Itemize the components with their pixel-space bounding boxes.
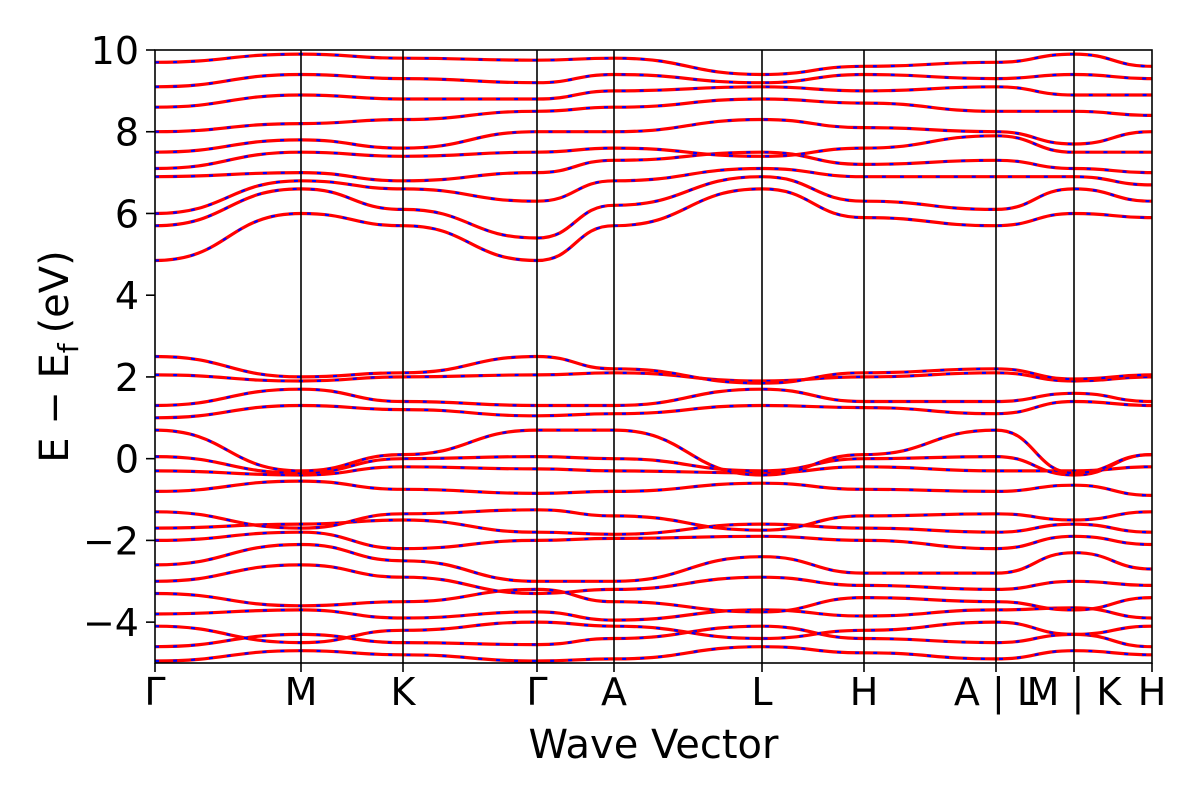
x-tick-label: M <box>285 670 318 714</box>
y-tick-label: −2 <box>83 519 139 563</box>
x-tick-label: Γ <box>144 670 165 714</box>
x-tick-label: A <box>601 670 627 714</box>
band-15-spin-up <box>154 387 1153 408</box>
band-18-spin-up <box>154 187 1153 263</box>
band-24-spin-down <box>154 97 1153 133</box>
band-2-spin-up <box>154 620 1153 645</box>
high-symmetry-lines <box>300 50 1075 663</box>
y-tick-label: 4 <box>115 274 139 318</box>
x-tick-label: L <box>751 670 772 714</box>
band-16-spin-down <box>154 371 1153 383</box>
band-10-spin-up <box>154 479 1153 497</box>
y-tick-label: 8 <box>115 111 139 155</box>
band-25-spin-up <box>154 85 1152 109</box>
band-26-spin-up <box>154 72 1153 89</box>
band-7-spin-up <box>154 530 1153 551</box>
band-21-spin-down <box>154 151 1153 182</box>
y-axis-label: E − Ef (eV) <box>32 250 85 463</box>
x-tick-label: A | L <box>954 670 1038 715</box>
plot-frame <box>154 49 1153 664</box>
band-27-spin-down <box>154 52 1153 76</box>
y-axis-ticks: −4 −2 0 2 4 6 8 10 <box>83 29 155 645</box>
band-9-spin-up <box>154 508 1153 532</box>
band-1-spin-up <box>154 624 1153 649</box>
x-tick-label: H <box>1138 670 1167 714</box>
x-axis-ticks: Γ M K Γ A L H A | LM | K H <box>144 663 1166 715</box>
band-17-spin-up <box>154 354 1153 385</box>
band-24-spin-up <box>154 97 1153 134</box>
y-axis-label-unit: (eV) <box>32 250 78 333</box>
band-2-spin-down <box>154 620 1153 644</box>
y-tick-label: 6 <box>115 192 139 236</box>
x-axis-label: Wave Vector <box>529 722 780 768</box>
band-3-spin-down <box>154 606 1153 622</box>
band-9-spin-down <box>154 508 1153 532</box>
y-axis-label-main: E − E <box>32 353 78 463</box>
band-10-spin-down <box>154 479 1153 497</box>
band-23-spin-down <box>154 118 1153 154</box>
y-tick-label: 10 <box>91 29 139 73</box>
band-5-spin-up <box>154 563 1153 596</box>
x-tick-label: Γ <box>526 670 547 714</box>
band-0-spin-down <box>154 645 1153 663</box>
band-13-spin-up <box>154 428 1153 477</box>
x-tick-label: M | K <box>1027 670 1123 715</box>
band-14-spin-down <box>154 400 1153 419</box>
x-tick-label: H <box>850 670 879 714</box>
band-7-spin-down <box>154 531 1153 550</box>
band-19-spin-down <box>154 175 1153 240</box>
y-tick-label: 0 <box>115 438 139 482</box>
band-11-spin-down <box>154 465 1153 477</box>
y-tick-label: −4 <box>83 601 139 645</box>
y-tick-label: 2 <box>115 356 139 400</box>
band-4-spin-up <box>154 587 1153 614</box>
band-18-spin-down <box>154 187 1153 262</box>
bands-layer <box>154 52 1153 663</box>
band-20-spin-up <box>154 166 1153 216</box>
band-19-spin-up <box>154 175 1153 240</box>
y-axis-label-subscript: f <box>52 342 85 353</box>
band-6-spin-up <box>154 542 1153 583</box>
band-12-spin-up <box>154 453 1153 477</box>
band-22-spin-up <box>154 134 1152 171</box>
x-tick-label: K <box>391 670 417 714</box>
band-27-spin-up <box>154 52 1153 77</box>
